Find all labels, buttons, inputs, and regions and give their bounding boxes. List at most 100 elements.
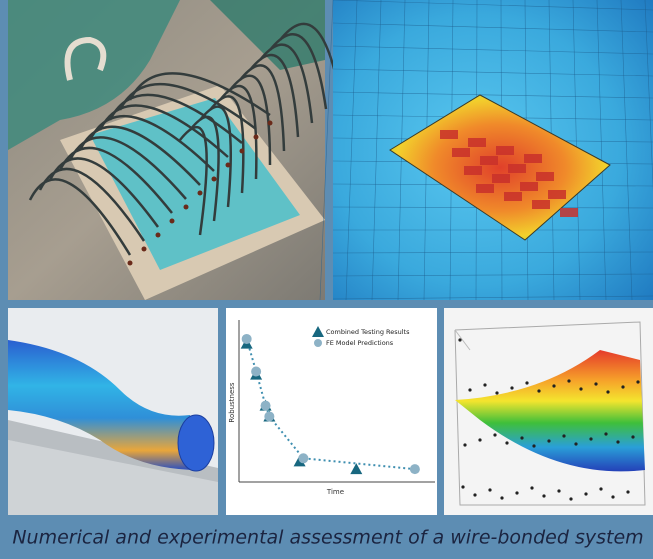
chart: Time Robustness Combined Testing Results FE… [228, 320, 435, 496]
circle-marker [251, 366, 262, 377]
bond-pad [197, 190, 203, 196]
mesh-line [332, 251, 653, 254]
hotspot [520, 182, 538, 191]
sample-dot [463, 443, 467, 447]
sample-dot [552, 384, 556, 388]
sample-dot [604, 432, 608, 436]
sample-dot [493, 433, 497, 437]
hotspot [560, 208, 578, 217]
sample-dot [500, 496, 504, 500]
sample-dot [542, 494, 546, 498]
sample-dot [616, 440, 620, 444]
sample-dot [515, 491, 519, 495]
bond-pad [239, 148, 245, 154]
sample-dot [537, 389, 541, 393]
hotspot [492, 174, 510, 183]
circle-marker [260, 400, 271, 411]
sample-dot [599, 487, 603, 491]
hotspot [464, 166, 482, 175]
bond-wire [108, 93, 243, 144]
sample-dot [567, 379, 571, 383]
bond-wire [118, 82, 257, 131]
sample-dot [495, 391, 499, 395]
hotspot [548, 190, 566, 199]
hotspot [480, 156, 498, 165]
sample-dot [525, 381, 529, 385]
bond-wire [259, 43, 314, 124]
sample-dot [631, 435, 635, 439]
bond-wire [239, 64, 286, 152]
sample-dot [636, 380, 640, 384]
mesh-line [332, 22, 653, 33]
legend-marker [312, 326, 324, 337]
sample-dot [606, 390, 610, 394]
sample-dot [621, 385, 625, 389]
bond-wire [48, 157, 160, 228]
mesh-line [332, 68, 653, 77]
sample-dot [488, 488, 492, 492]
wire-simulation [8, 308, 218, 515]
hotspot [508, 164, 526, 173]
sample-dot [530, 486, 534, 490]
sample-dot [468, 388, 472, 392]
bond-wire [229, 74, 272, 166]
bond-wire [58, 146, 173, 214]
bond-wire [269, 33, 328, 110]
bond-pad [169, 218, 175, 224]
surface-plot [444, 308, 653, 515]
mesh-line [371, 0, 382, 301]
bond-wire [68, 136, 187, 200]
mesh-line [332, 295, 653, 300]
bond-pad [253, 134, 259, 140]
bond-pad [155, 232, 161, 238]
mesh-line [345, 0, 358, 301]
sample-dot [547, 439, 551, 443]
sample-dot [574, 442, 578, 446]
sample-dot [510, 386, 514, 390]
y-axis-label: Robustness [228, 382, 236, 422]
bond-pad [211, 176, 217, 182]
sample-dot [532, 444, 536, 448]
bond-wire [249, 53, 300, 138]
sample-dot [557, 489, 561, 493]
x-axis-label: Time [326, 488, 344, 496]
bond-wire [88, 115, 215, 172]
sample-dot [569, 497, 573, 501]
chip-photo [8, 0, 342, 300]
sample-dot [520, 436, 524, 440]
sample-dot [478, 438, 482, 442]
bond-wire [98, 104, 229, 158]
sample-dot [505, 441, 509, 445]
mesh-line [620, 0, 633, 301]
bond-wire [209, 95, 245, 194]
legend-label: FE Model Predictions [326, 339, 394, 347]
mesh-line [332, 0, 653, 11]
bond-pad [183, 204, 189, 210]
bond-wire [128, 72, 271, 117]
sample-dot [589, 437, 593, 441]
mesh-line [319, 0, 334, 301]
hotspot [504, 192, 522, 201]
sample-dot [458, 338, 462, 342]
circle-marker [241, 333, 252, 344]
sample-dot [461, 485, 465, 489]
hotspot [536, 172, 554, 181]
hotspot [524, 154, 542, 163]
sample-dot [611, 495, 615, 499]
sample-dot [483, 383, 487, 387]
legend-label: Combined Testing Results [326, 328, 410, 336]
hotspot [468, 138, 486, 147]
mesh-line [644, 0, 653, 192]
sample-dot [579, 387, 583, 391]
trend-line [245, 338, 415, 471]
triangle-marker [350, 463, 363, 475]
bond-wire [199, 105, 233, 208]
mesh-line [332, 45, 653, 55]
hotspot [496, 146, 514, 155]
hotspot [440, 130, 458, 139]
hotspot [476, 184, 494, 193]
fe-mesh [319, 0, 653, 301]
bond-wire [38, 167, 146, 242]
caption: Numerical and experimental assessment of… [12, 527, 643, 549]
